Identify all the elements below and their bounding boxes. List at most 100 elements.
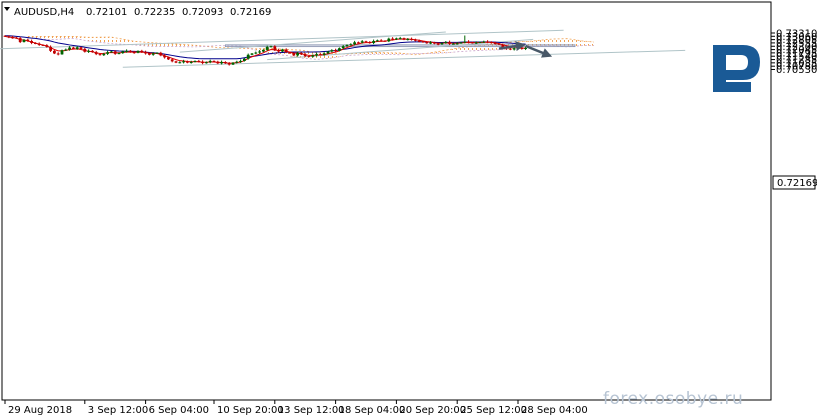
candle-body bbox=[281, 49, 284, 52]
logo-base bbox=[713, 82, 751, 92]
channel-line bbox=[122, 49, 686, 68]
candle-body bbox=[421, 41, 425, 43]
candle-body bbox=[395, 38, 398, 40]
candle-body bbox=[474, 42, 478, 44]
candle-body bbox=[186, 61, 189, 63]
candle-body bbox=[429, 42, 432, 44]
candle-body bbox=[334, 50, 337, 52]
candle-body bbox=[7, 36, 11, 38]
header-high: 0.72235 bbox=[134, 7, 175, 18]
cloud-segment bbox=[111, 37, 135, 45]
candle-body bbox=[182, 61, 185, 63]
candle-body bbox=[243, 58, 246, 61]
candle-body bbox=[300, 53, 303, 55]
candle-body bbox=[490, 42, 493, 44]
candle-body bbox=[353, 42, 356, 45]
candle-body bbox=[296, 53, 299, 56]
header-symbol: AUDUSD,H4 bbox=[14, 7, 74, 18]
candle-body bbox=[72, 47, 75, 49]
price-tick-label: 0.72045 bbox=[776, 45, 817, 56]
candle-body bbox=[391, 38, 394, 40]
forecast-arrows bbox=[498, 41, 553, 58]
candle-body bbox=[110, 51, 113, 53]
candle-body bbox=[193, 60, 197, 62]
candle-body bbox=[231, 62, 235, 65]
candle-body bbox=[414, 39, 417, 41]
candle-body bbox=[60, 50, 64, 55]
candle-body bbox=[49, 46, 52, 51]
candle-body bbox=[258, 51, 261, 53]
candle-body bbox=[212, 60, 216, 62]
candle-body bbox=[91, 50, 94, 53]
ichimoku-cloud bbox=[27, 36, 595, 60]
candle-body bbox=[269, 46, 273, 48]
logo bbox=[713, 45, 760, 92]
channel-line bbox=[179, 31, 446, 53]
candle-body bbox=[53, 50, 56, 54]
time-tick-label: 29 Aug 2018 bbox=[8, 405, 72, 416]
candle-body bbox=[37, 43, 41, 45]
candle-body bbox=[167, 57, 170, 60]
cloud-segment bbox=[400, 53, 416, 55]
candle-body bbox=[148, 53, 151, 55]
candle-body bbox=[151, 53, 155, 55]
candle-body bbox=[132, 52, 136, 54]
header-info: AUDUSD,H4 0.72101 0.72235 0.72093 0.7216… bbox=[4, 7, 271, 18]
candle-body bbox=[79, 47, 83, 49]
candle-body bbox=[64, 49, 68, 51]
candle-body bbox=[512, 48, 516, 50]
candle-body bbox=[501, 44, 505, 47]
candle-body bbox=[178, 62, 182, 64]
candle-body bbox=[303, 54, 307, 57]
candle-body bbox=[197, 60, 201, 62]
price-tick-label: 0.71795 bbox=[776, 48, 817, 59]
candle-body bbox=[205, 62, 208, 64]
candle-body bbox=[227, 63, 231, 65]
candle-body bbox=[113, 51, 117, 54]
resistance-zone-layer bbox=[224, 44, 576, 48]
candle-body bbox=[30, 41, 33, 43]
candle-body bbox=[254, 52, 258, 54]
candle-body bbox=[338, 48, 341, 51]
price-tick-label: 0.72805 bbox=[776, 35, 817, 46]
candle-body bbox=[444, 42, 448, 44]
candle-body bbox=[398, 38, 402, 40]
candle-body bbox=[136, 50, 140, 53]
candle-body bbox=[102, 53, 106, 56]
candle-body bbox=[83, 48, 87, 52]
candle-body bbox=[482, 41, 486, 43]
price-axis: 0.733100.730600.728050.725550.723000.720… bbox=[770, 2, 817, 400]
candle-body bbox=[387, 38, 391, 42]
candle-body bbox=[121, 51, 125, 54]
candle-body bbox=[22, 39, 26, 43]
dropdown-triangle-icon[interactable] bbox=[4, 7, 10, 11]
candle-body bbox=[349, 44, 353, 46]
price-tick-label: 0.71540 bbox=[776, 52, 817, 63]
candle-body bbox=[288, 52, 292, 54]
candle-body bbox=[216, 61, 220, 64]
candle-body bbox=[322, 53, 326, 55]
candle-body bbox=[262, 49, 265, 52]
candle-body bbox=[452, 43, 455, 45]
candle-body bbox=[250, 53, 254, 55]
cloud-segment bbox=[172, 43, 195, 47]
candle-body bbox=[246, 54, 250, 59]
candle-body bbox=[520, 47, 524, 49]
candle-body bbox=[170, 59, 174, 62]
candle-body bbox=[235, 61, 239, 63]
candle-body bbox=[379, 40, 383, 42]
candle-body bbox=[307, 56, 311, 58]
time-tick-label: 10 Sep 20:00 bbox=[217, 405, 284, 416]
candle-body bbox=[106, 52, 109, 54]
candle-body bbox=[311, 55, 315, 57]
candle-body bbox=[41, 44, 45, 46]
time-tick-label: 20 Sep 20:00 bbox=[399, 405, 466, 416]
candle-body bbox=[330, 50, 334, 52]
candle-body bbox=[364, 41, 368, 43]
time-tick-label: 3 Sep 12:00 bbox=[88, 405, 148, 416]
watermark: forex.osobye.ru bbox=[603, 389, 743, 409]
kijun-sen-line bbox=[5, 35, 526, 60]
candle-body bbox=[497, 43, 501, 45]
candle-body bbox=[360, 41, 364, 43]
